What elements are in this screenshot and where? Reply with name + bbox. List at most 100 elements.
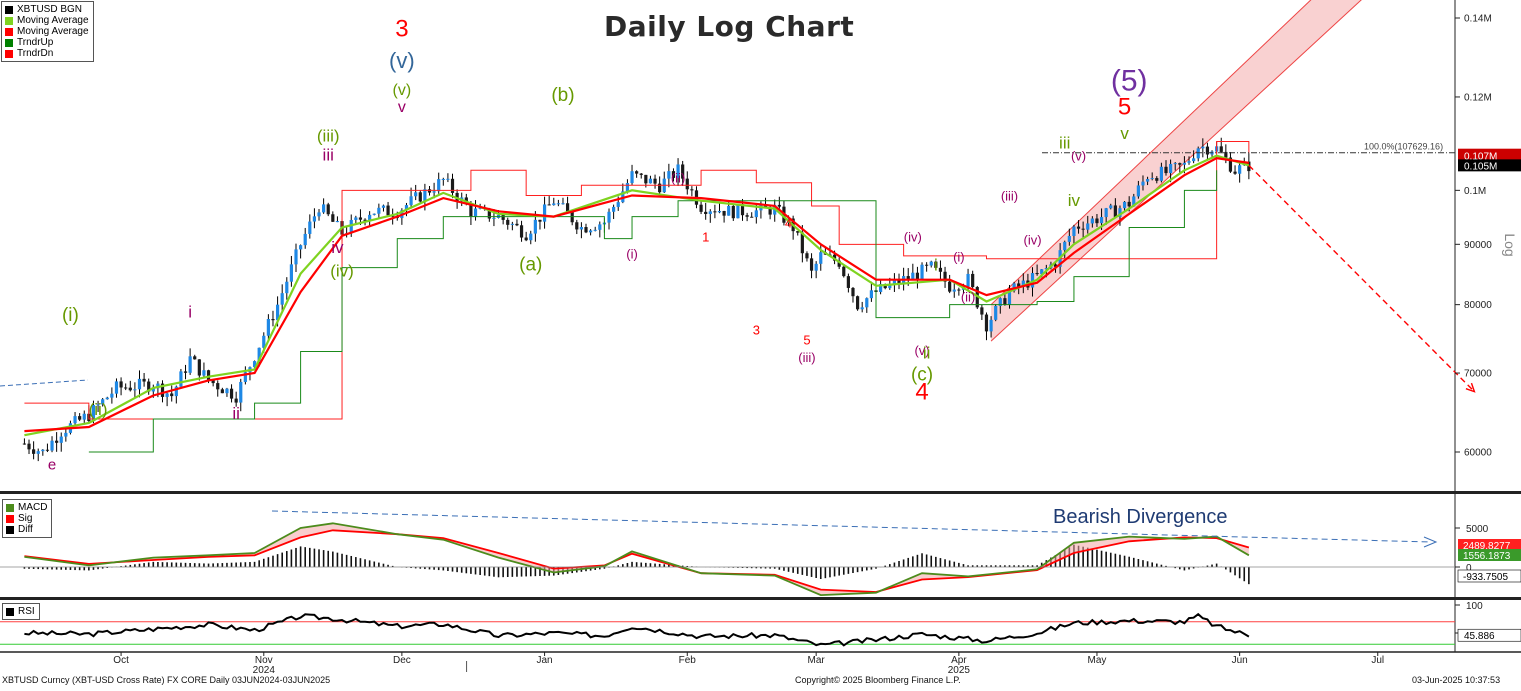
- candle-body: [137, 378, 142, 390]
- candle-body: [906, 276, 910, 280]
- candle-body: [1150, 178, 1154, 180]
- y-axis-title: Log: [1502, 233, 1518, 256]
- candle-body: [179, 371, 183, 387]
- candle-body: [220, 389, 224, 394]
- candle-body: [427, 189, 432, 193]
- candle-body: [1095, 218, 1099, 224]
- wave-label: (ii): [671, 171, 685, 186]
- candle-body: [510, 223, 514, 225]
- candle-body: [538, 219, 542, 222]
- candle-body: [151, 388, 155, 392]
- candle-body: [1118, 208, 1122, 217]
- candle-body: [1053, 264, 1058, 267]
- candle-body: [96, 404, 100, 406]
- candle-body: [635, 171, 639, 174]
- candle-body: [984, 314, 989, 332]
- candle-body: [275, 304, 280, 321]
- candle-body: [925, 264, 929, 266]
- reference-line-label: 100.0%(107629.16): [1364, 142, 1443, 152]
- rsi-legend: RSI: [2, 603, 40, 620]
- candle-body: [1145, 179, 1150, 182]
- channel-fill: [991, 0, 1362, 342]
- wave-label: (iv): [1023, 232, 1041, 247]
- candle-body: [299, 245, 303, 250]
- candle-body: [1030, 273, 1035, 288]
- wave-label: v: [398, 99, 406, 116]
- candle-body: [55, 440, 59, 443]
- macd-last-value-box: [1458, 539, 1521, 551]
- legend-entry: RSI: [6, 606, 35, 617]
- candle-body: [708, 211, 712, 215]
- x-tick-label: Jun: [1232, 655, 1248, 666]
- macd-last-value-label: -933.7505: [1463, 572, 1508, 583]
- y-tick-label: 0.12M: [1464, 92, 1492, 103]
- divergence-arrow-line: [271, 510, 1431, 543]
- candle-body: [1104, 208, 1108, 218]
- left-trendline: [0, 379, 89, 387]
- candle-body: [266, 319, 270, 336]
- legend-swatch: [6, 607, 14, 616]
- candle-body: [851, 287, 855, 297]
- candle-body: [920, 264, 924, 280]
- candle-body: [1182, 162, 1187, 165]
- candle-body: [552, 203, 556, 206]
- candle-body: [193, 356, 197, 360]
- candle-body: [1228, 157, 1233, 172]
- wave-label: ii: [232, 404, 240, 423]
- candle-body: [1072, 226, 1076, 236]
- wave-label: e: [48, 456, 56, 473]
- candle-body: [170, 393, 174, 397]
- legend-swatch: [5, 49, 13, 58]
- candle-body: [796, 231, 800, 233]
- legend-label: TrndrDn: [17, 48, 54, 59]
- candle-body: [998, 298, 1002, 306]
- candle-body: [777, 204, 781, 207]
- candle-body: [409, 196, 413, 206]
- candle-body: [492, 217, 496, 219]
- candle-body: [607, 211, 611, 223]
- x-tick-label: Mar: [808, 655, 826, 666]
- candle-body: [1136, 185, 1140, 197]
- x-tick-label: Dec: [393, 655, 411, 666]
- candle-body: [45, 449, 50, 451]
- wave-label: 1: [702, 229, 709, 244]
- wave-label: (i): [62, 305, 79, 326]
- candle-body: [915, 272, 920, 280]
- candle-body: [50, 440, 54, 451]
- wave-label: (iv): [330, 262, 354, 281]
- wave-label: 5: [1118, 93, 1131, 120]
- candle-body: [432, 191, 436, 193]
- trndrup-line: [88, 170, 1218, 453]
- candle-body: [584, 227, 588, 233]
- rsi-y-tick-label: 100: [1466, 601, 1483, 612]
- candle-body: [989, 319, 993, 332]
- candle-body: [800, 232, 804, 254]
- legend-entry: Moving Average: [5, 26, 89, 37]
- candle-body: [519, 225, 524, 238]
- candle-body: [450, 178, 455, 193]
- footer-timestamp: 03-Jun-2025 10:37:53: [1412, 675, 1501, 685]
- candle-body: [865, 298, 869, 308]
- wave-label: 3: [395, 16, 408, 43]
- wave-label: (ii): [961, 289, 975, 304]
- candle-body: [1219, 146, 1223, 152]
- wave-label: iii: [323, 146, 334, 165]
- candle-body: [188, 356, 192, 373]
- candle-body: [593, 229, 597, 231]
- candle-body: [897, 279, 901, 284]
- candle-body: [879, 284, 883, 292]
- candle-body: [943, 271, 947, 282]
- candle-body: [225, 388, 229, 394]
- wave-label: 5: [803, 333, 810, 348]
- last-value-label: 0.105M: [1464, 161, 1497, 172]
- candle-body: [1021, 280, 1025, 287]
- candle-body: [547, 204, 551, 206]
- candle-body: [740, 204, 745, 216]
- candle-body: [529, 233, 533, 241]
- main-legend: XBTUSD BGN Moving Average Moving Average Tr…: [1, 1, 94, 62]
- candle-body: [1076, 226, 1081, 229]
- candle-body: [690, 189, 694, 191]
- candle-body: [713, 211, 717, 213]
- candle-body: [768, 207, 772, 215]
- legend-label: Sig: [18, 513, 33, 524]
